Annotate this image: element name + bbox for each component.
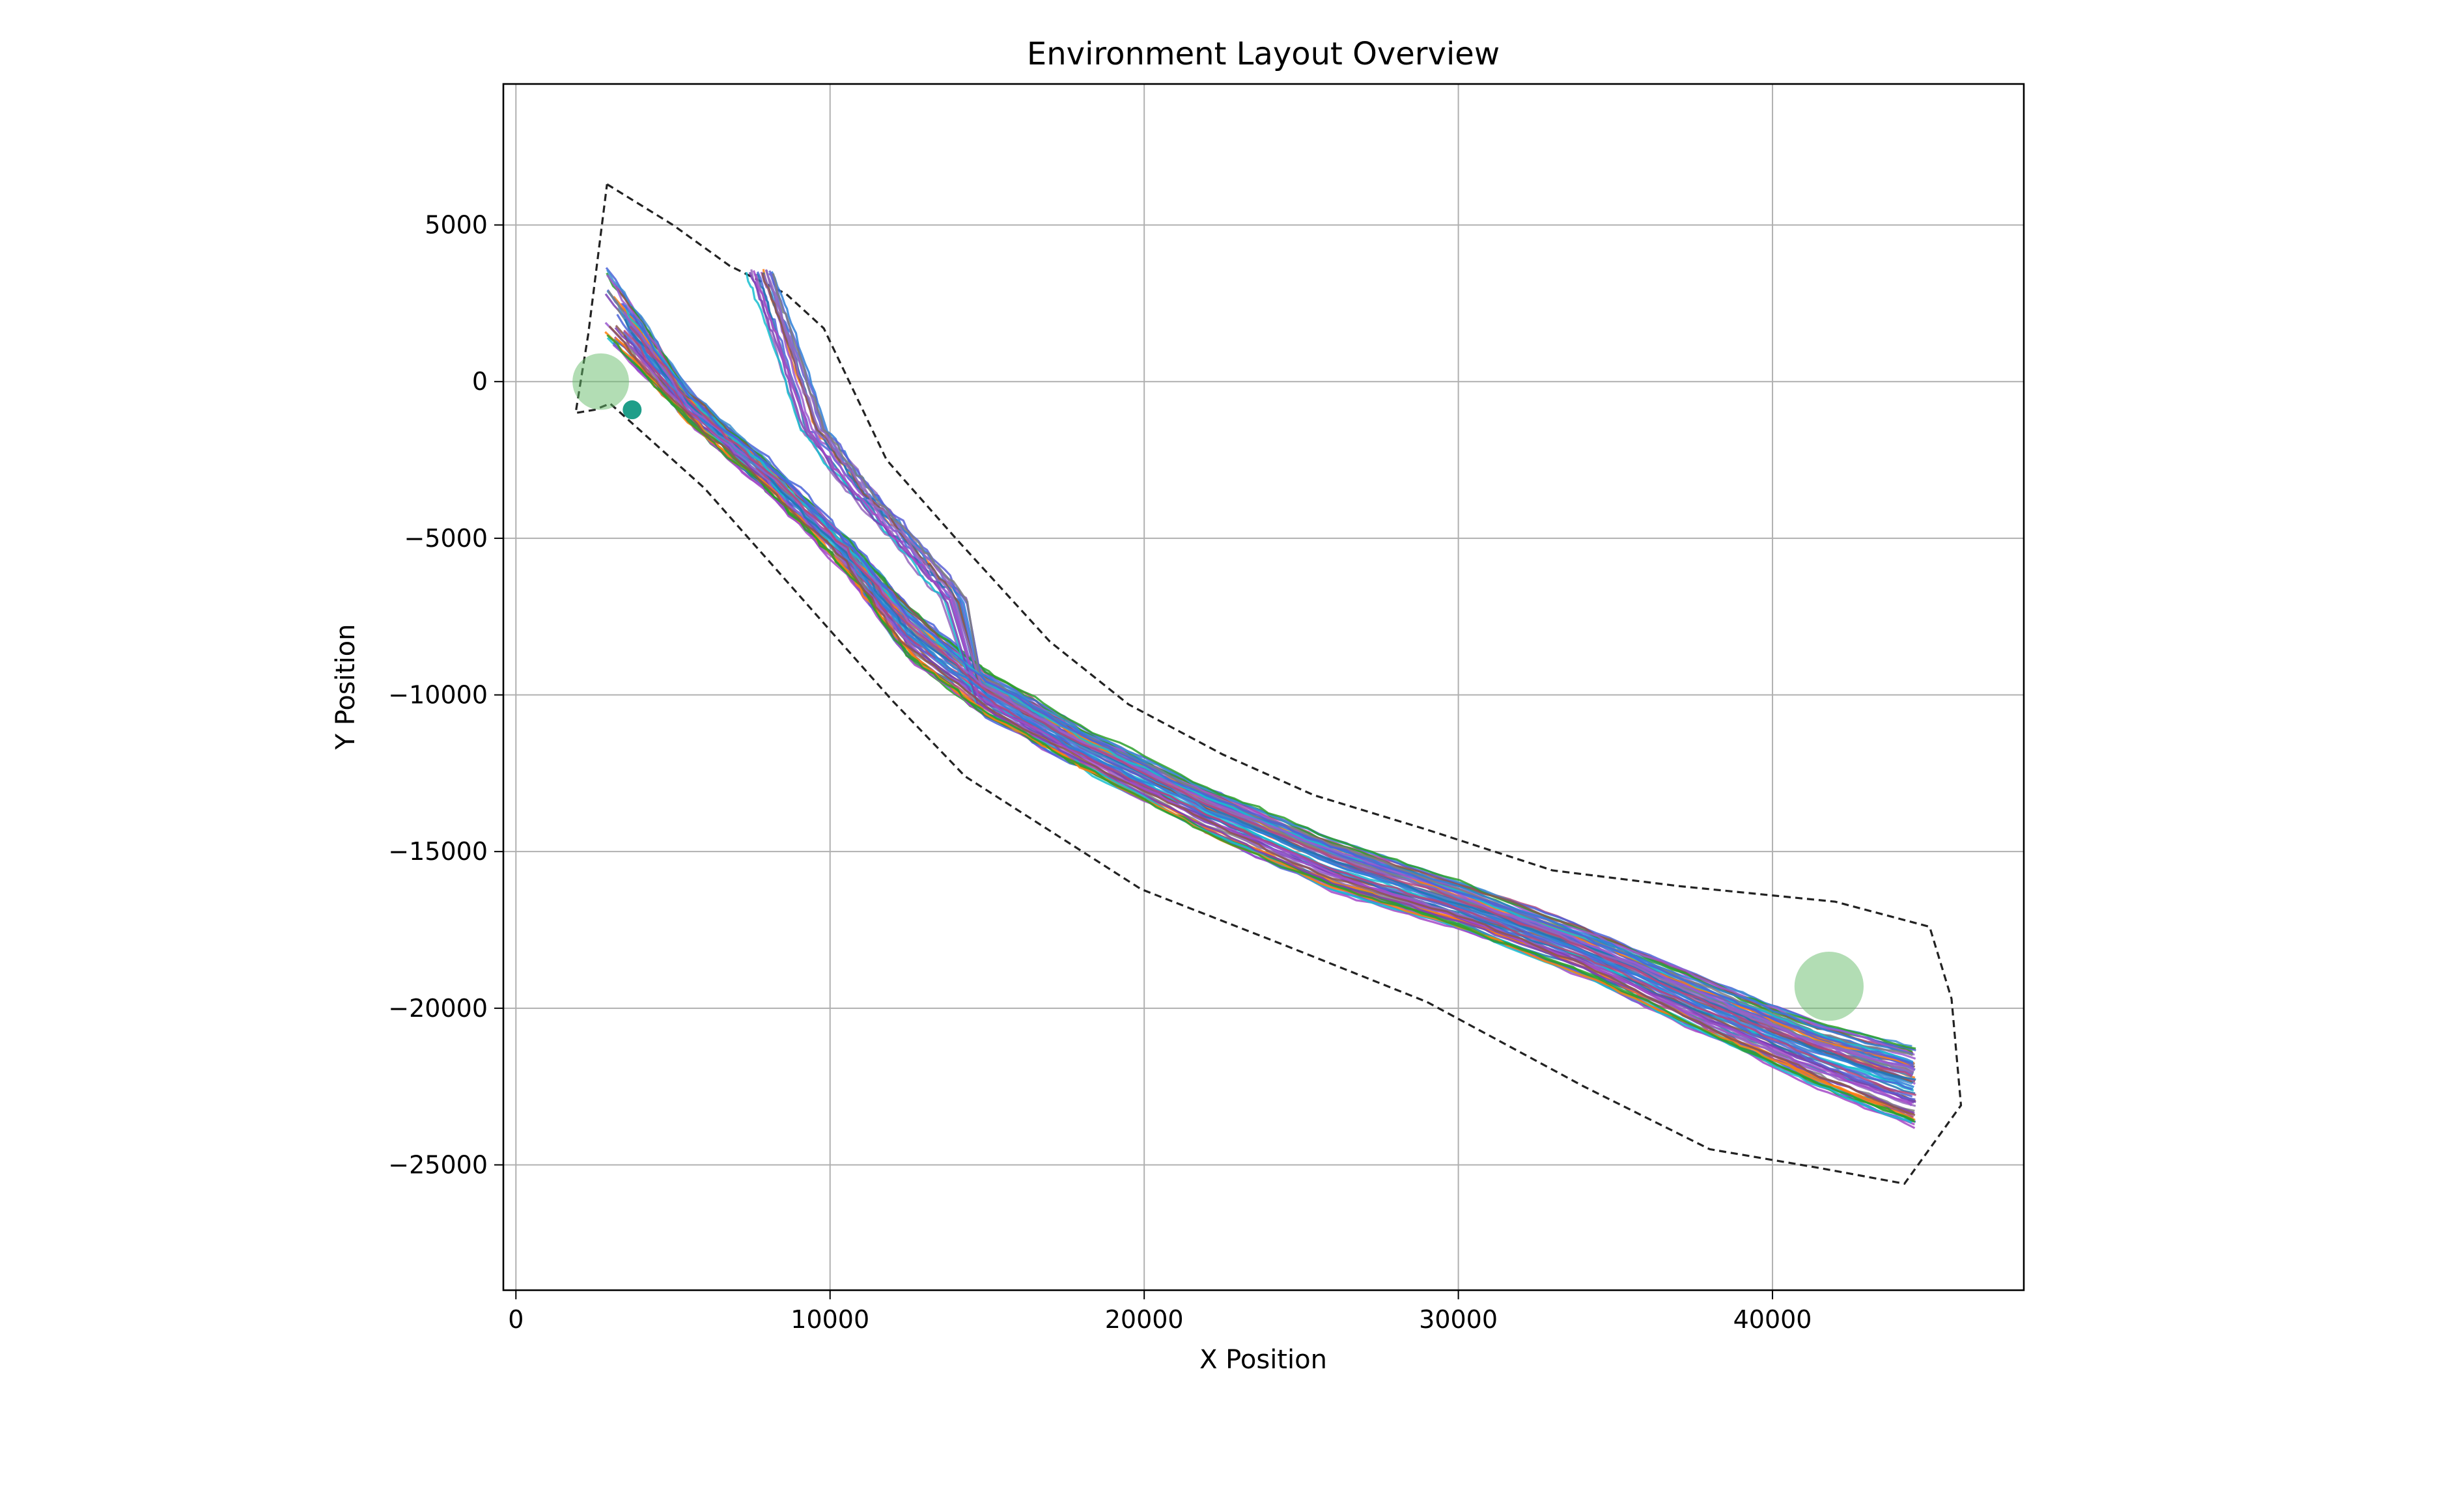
y-tick-label: −25000 (388, 1150, 488, 1179)
trajectory-line (613, 296, 1914, 1066)
environment-boundary (574, 183, 1963, 1185)
trajectory-line (629, 325, 1912, 1077)
y-tick-label: 0 (472, 367, 488, 396)
boundary-line (574, 183, 1963, 1185)
trajectory-line (630, 331, 1916, 1082)
y-tick-label: 5000 (425, 211, 488, 240)
grid (503, 84, 2024, 1290)
trajectory-line (748, 271, 1915, 1114)
x-tick-label: 40000 (1733, 1305, 1812, 1334)
trajectory-line (608, 325, 1916, 1116)
trajectory-line (750, 269, 1914, 1113)
trajectory-line (745, 271, 1912, 1124)
trajectory-line (606, 290, 1914, 1075)
trajectory-line (621, 302, 1914, 1065)
trajectory-line (755, 273, 1916, 1095)
trajectory-line (632, 337, 1914, 1090)
plot-frame (502, 83, 2025, 1292)
trajectory-line (752, 270, 1913, 1105)
obstacle-marker (623, 400, 642, 420)
x-tick-label: 30000 (1419, 1305, 1498, 1334)
y-tick-label: −20000 (388, 994, 488, 1023)
y-tick-label: −5000 (404, 524, 488, 553)
x-axis-ticks: 0 10000 20000 30000 40000 (508, 1290, 1812, 1334)
y-tick-label: −10000 (388, 681, 488, 710)
start-zone-marker (572, 353, 629, 410)
x-tick-label: 20000 (1105, 1305, 1184, 1334)
goal-zone-marker (1794, 952, 1864, 1021)
trajectories (604, 267, 1916, 1129)
x-axis-label: X Position (1199, 1345, 1327, 1375)
trajectory-line (753, 273, 1916, 1107)
y-axis-ticks: 5000 0 −5000 −10000 −15000 −20000 −25000 (388, 211, 503, 1179)
y-axis-label: Y Position (331, 624, 361, 751)
trajectory-line (616, 314, 1913, 1091)
chart-title: Environment Layout Overview (1027, 36, 1500, 72)
zone-markers (572, 353, 1864, 1021)
x-tick-label: 10000 (791, 1305, 869, 1334)
trajectory-line (756, 271, 1913, 1098)
x-tick-label: 0 (508, 1305, 524, 1334)
y-tick-label: −15000 (388, 837, 488, 866)
trajectory-line (632, 336, 1914, 1092)
